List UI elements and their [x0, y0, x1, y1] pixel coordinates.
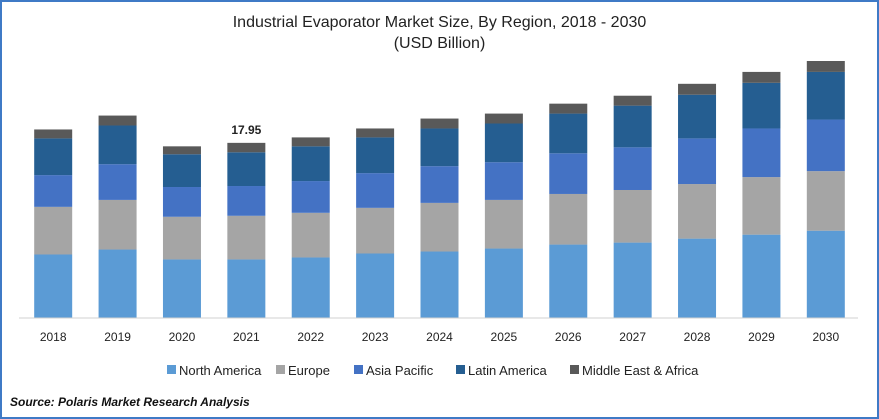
chart-title: Industrial Evaporator Market Size, By Re…	[232, 14, 647, 31]
bar-2023-latin-america	[356, 137, 395, 174]
bar-2027-latin-america	[613, 105, 652, 148]
bar-2025-middle-east-africa	[484, 113, 523, 124]
bar-2019-middle-east-africa	[98, 115, 137, 126]
bar-2027-europe	[613, 189, 652, 243]
bar-2022-middle-east-africa	[291, 137, 330, 147]
chart-subtitle: (USD Billion)	[393, 35, 486, 52]
bar-2020-middle-east-africa	[162, 146, 201, 155]
x-tick-label: 2018	[40, 330, 67, 344]
bar-2029-north-america	[742, 234, 781, 318]
legend-swatch	[167, 365, 176, 374]
x-tick-label: 2029	[748, 330, 775, 344]
bar-2020-asia-pacific	[162, 187, 201, 217]
bar-2030-north-america	[806, 230, 845, 318]
bar-2027-asia-pacific	[613, 147, 652, 190]
bar-2019-latin-america	[98, 125, 137, 165]
bar-2026-latin-america	[549, 113, 588, 154]
bar-2021-europe	[227, 215, 266, 260]
bar-2030-europe	[806, 171, 845, 231]
bar-2025-europe	[484, 199, 523, 249]
bar-2024-asia-pacific	[420, 166, 459, 203]
legend: North America Europe Asia Pacific Latin Ame…	[167, 363, 699, 378]
bar-2029-asia-pacific	[742, 128, 781, 178]
bar-2024-north-america	[420, 251, 459, 318]
bar-2022-north-america	[291, 257, 330, 318]
bars-layer	[19, 60, 858, 319]
x-tick-label: 2025	[491, 330, 518, 344]
legend-swatch	[570, 365, 579, 374]
bar-2027-middle-east-africa	[613, 95, 652, 106]
bar-2030-middle-east-africa	[806, 60, 845, 72]
bar-2018-asia-pacific	[34, 175, 73, 207]
bar-2023-middle-east-africa	[356, 128, 395, 138]
legend-label: Europe	[288, 363, 330, 378]
bar-2024-middle-east-africa	[420, 118, 459, 129]
legend-label: Middle East & Africa	[582, 363, 699, 378]
bar-2018-europe	[34, 206, 73, 255]
bar-2019-asia-pacific	[98, 164, 137, 200]
x-tick-label: 2020	[169, 330, 196, 344]
bar-2022-asia-pacific	[291, 181, 330, 213]
bar-2021-asia-pacific	[227, 186, 266, 216]
bar-2027-north-america	[613, 242, 652, 318]
x-tick-label: 2030	[812, 330, 839, 344]
legend-swatch	[456, 365, 465, 374]
x-axis-ticks: 2018 2019 2020 2021 2022 2023 2024 2025 2026 2027…	[40, 330, 840, 344]
legend-swatch	[354, 365, 363, 374]
bar-2020-north-america	[162, 259, 201, 318]
bar-2028-latin-america	[678, 94, 717, 139]
source-note: Source: Polaris Market Research Analysis	[10, 395, 250, 409]
bar-2029-europe	[742, 177, 781, 235]
bar-2028-asia-pacific	[678, 138, 717, 185]
bar-2021-middle-east-africa	[227, 142, 266, 153]
bar-2030-asia-pacific	[806, 119, 845, 172]
bar-2018-latin-america	[34, 138, 73, 176]
bar-2019-europe	[98, 199, 137, 250]
bar-2018-middle-east-africa	[34, 129, 73, 139]
bar-2023-asia-pacific	[356, 173, 395, 208]
bar-2026-middle-east-africa	[549, 103, 588, 114]
x-tick-label: 2021	[233, 330, 260, 344]
bar-2028-north-america	[678, 238, 717, 318]
x-tick-label: 2019	[104, 330, 131, 344]
bar-2018-north-america	[34, 254, 73, 318]
legend-label: Asia Pacific	[366, 363, 434, 378]
legend-label: Latin America	[468, 363, 548, 378]
bar-2025-asia-pacific	[484, 162, 523, 200]
bar-2021-north-america	[227, 259, 266, 318]
data-label-2021: 17.95	[231, 123, 261, 137]
bar-2023-north-america	[356, 253, 395, 318]
bar-2024-latin-america	[420, 128, 459, 167]
x-tick-label: 2024	[426, 330, 453, 344]
bar-2029-middle-east-africa	[742, 71, 781, 83]
x-tick-label: 2028	[684, 330, 711, 344]
bar-2026-asia-pacific	[549, 153, 588, 194]
bar-2029-latin-america	[742, 82, 781, 129]
bar-2026-europe	[549, 193, 588, 245]
bar-2020-europe	[162, 216, 201, 260]
x-tick-label: 2027	[619, 330, 646, 344]
bar-2025-north-america	[484, 248, 523, 318]
bar-2026-north-america	[549, 244, 588, 318]
bar-2022-europe	[291, 212, 330, 258]
bar-2028-europe	[678, 184, 717, 239]
bar-2025-latin-america	[484, 123, 523, 163]
x-tick-label: 2023	[362, 330, 389, 344]
bar-2022-latin-america	[291, 146, 330, 182]
bar-2021-latin-america	[227, 152, 266, 187]
legend-label: North America	[179, 363, 262, 378]
bar-2024-europe	[420, 202, 459, 252]
x-tick-label: 2026	[555, 330, 582, 344]
bar-2023-europe	[356, 207, 395, 254]
bar-2019-north-america	[98, 249, 137, 318]
legend-swatch	[276, 365, 285, 374]
chart-title-block: Industrial Evaporator Market Size, By Re…	[0, 12, 879, 54]
annotations-layer: 17.95	[231, 123, 261, 137]
bar-2020-latin-america	[162, 154, 201, 188]
bar-2028-middle-east-africa	[678, 83, 717, 95]
bar-2030-latin-america	[806, 71, 845, 120]
x-tick-label: 2022	[297, 330, 324, 344]
